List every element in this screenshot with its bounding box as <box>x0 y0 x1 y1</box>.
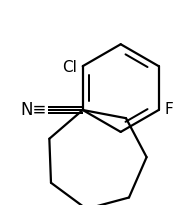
Text: Cl: Cl <box>62 59 77 74</box>
Text: N≡: N≡ <box>21 101 47 119</box>
Text: F: F <box>164 102 173 117</box>
